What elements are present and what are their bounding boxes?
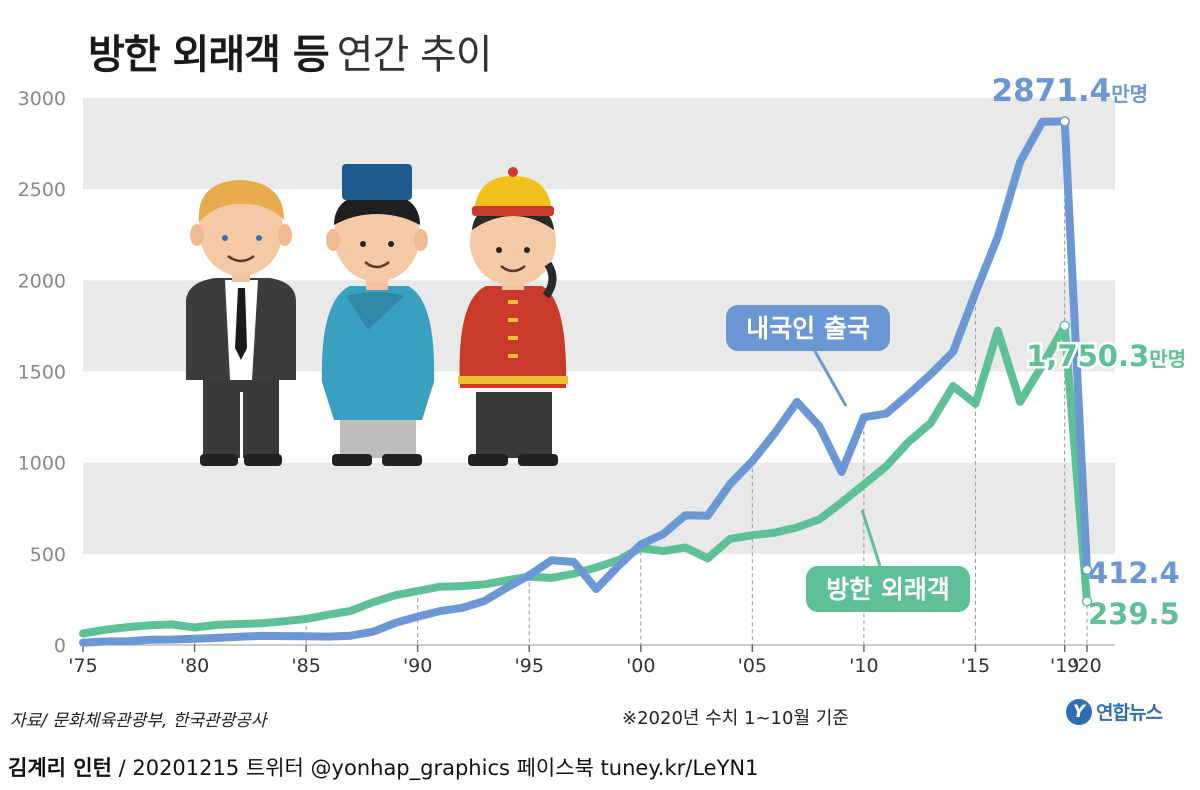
x-tick-label: '75 (68, 655, 97, 677)
annotation-2871: 2871.4만명 (992, 73, 1148, 109)
credit-details: / 20201215 트위터 @yonhap_graphics 페이스북 tun… (111, 756, 759, 780)
annotation-239: 239.5 (1088, 597, 1180, 631)
series-label-inbound: 방한 외래객 (826, 575, 950, 604)
logo-mark-icon: Y (1066, 698, 1092, 725)
chart-title: 방한 외래객 등 연간 추이 (88, 22, 493, 80)
tourists-illustration (186, 164, 568, 466)
title-light: 연간 추이 (336, 32, 493, 78)
y-tick-label: 2500 (18, 179, 66, 201)
annotation-412: 412.4 (1088, 556, 1180, 590)
y-tick-label: 0 (54, 635, 66, 657)
end-markers (1059, 116, 1093, 607)
series-label-outbound: 내국인 출국 (746, 314, 870, 343)
y-tick-label: 500 (30, 544, 66, 566)
credit-author: 김계리 인턴 (8, 756, 112, 780)
credit-line: 김계리 인턴 / 20201215 트위터 @yonhap_graphics 페… (8, 752, 758, 782)
data-point-marker (1059, 320, 1070, 332)
x-tick-label: '90 (403, 655, 432, 677)
logo-text: 연합뉴스 (1096, 702, 1163, 724)
y-tick-label: 2000 (18, 270, 66, 292)
y-tick-label: 1500 (18, 362, 66, 384)
label-outbound: 내국인 출국 (726, 305, 890, 407)
x-tick-label: '10 (849, 655, 878, 677)
y-tick-label: 3000 (18, 88, 66, 110)
x-axis-ticks: '75 '80 '85 '90 '95 '00 '05 '10 '15 '19'20 (68, 645, 1102, 677)
series-lines (79, 117, 1091, 647)
x-tick-label: '20 (1072, 655, 1101, 677)
grid-band (83, 98, 1115, 190)
x-tick-label: '15 (961, 655, 990, 677)
line-chart: 0 500 1000 1500 2000 2500 3000 '75 '80 '85 '90 '95… (17, 73, 1186, 677)
person-jacket-icon (458, 167, 568, 466)
data-point-marker (1081, 564, 1093, 576)
x-tick-label: '85 (291, 655, 320, 677)
y-axis-ticks: 0 500 1000 1500 2000 2500 3000 (18, 88, 66, 657)
footnote: ※2020년 수치 1~10월 기준 (622, 708, 849, 729)
data-point-marker (1081, 596, 1093, 607)
x-tick-label: '19 (1050, 655, 1079, 677)
person-robe-icon (321, 164, 435, 466)
x-tick-label: '05 (738, 655, 767, 677)
title-bold: 방한 외래객 등 (88, 32, 330, 78)
x-tick-label: '00 (626, 655, 655, 677)
person-suit-icon (186, 180, 296, 466)
yonhap-logo: Y 연합뉴스 (1066, 698, 1163, 725)
label-inbound: 방한 외래객 (806, 509, 970, 612)
annotation-1750: 1,750.3만명 (1026, 339, 1186, 373)
series-line (79, 117, 1091, 647)
x-tick-label: '95 (515, 655, 544, 677)
data-point-marker (1059, 116, 1070, 127)
source-note: 자료/ 문화체육관광부, 한국관광공사 (10, 711, 267, 731)
x-tick-label: '80 (180, 655, 209, 677)
grid-band (83, 462, 1115, 554)
y-tick-label: 1000 (18, 453, 66, 475)
